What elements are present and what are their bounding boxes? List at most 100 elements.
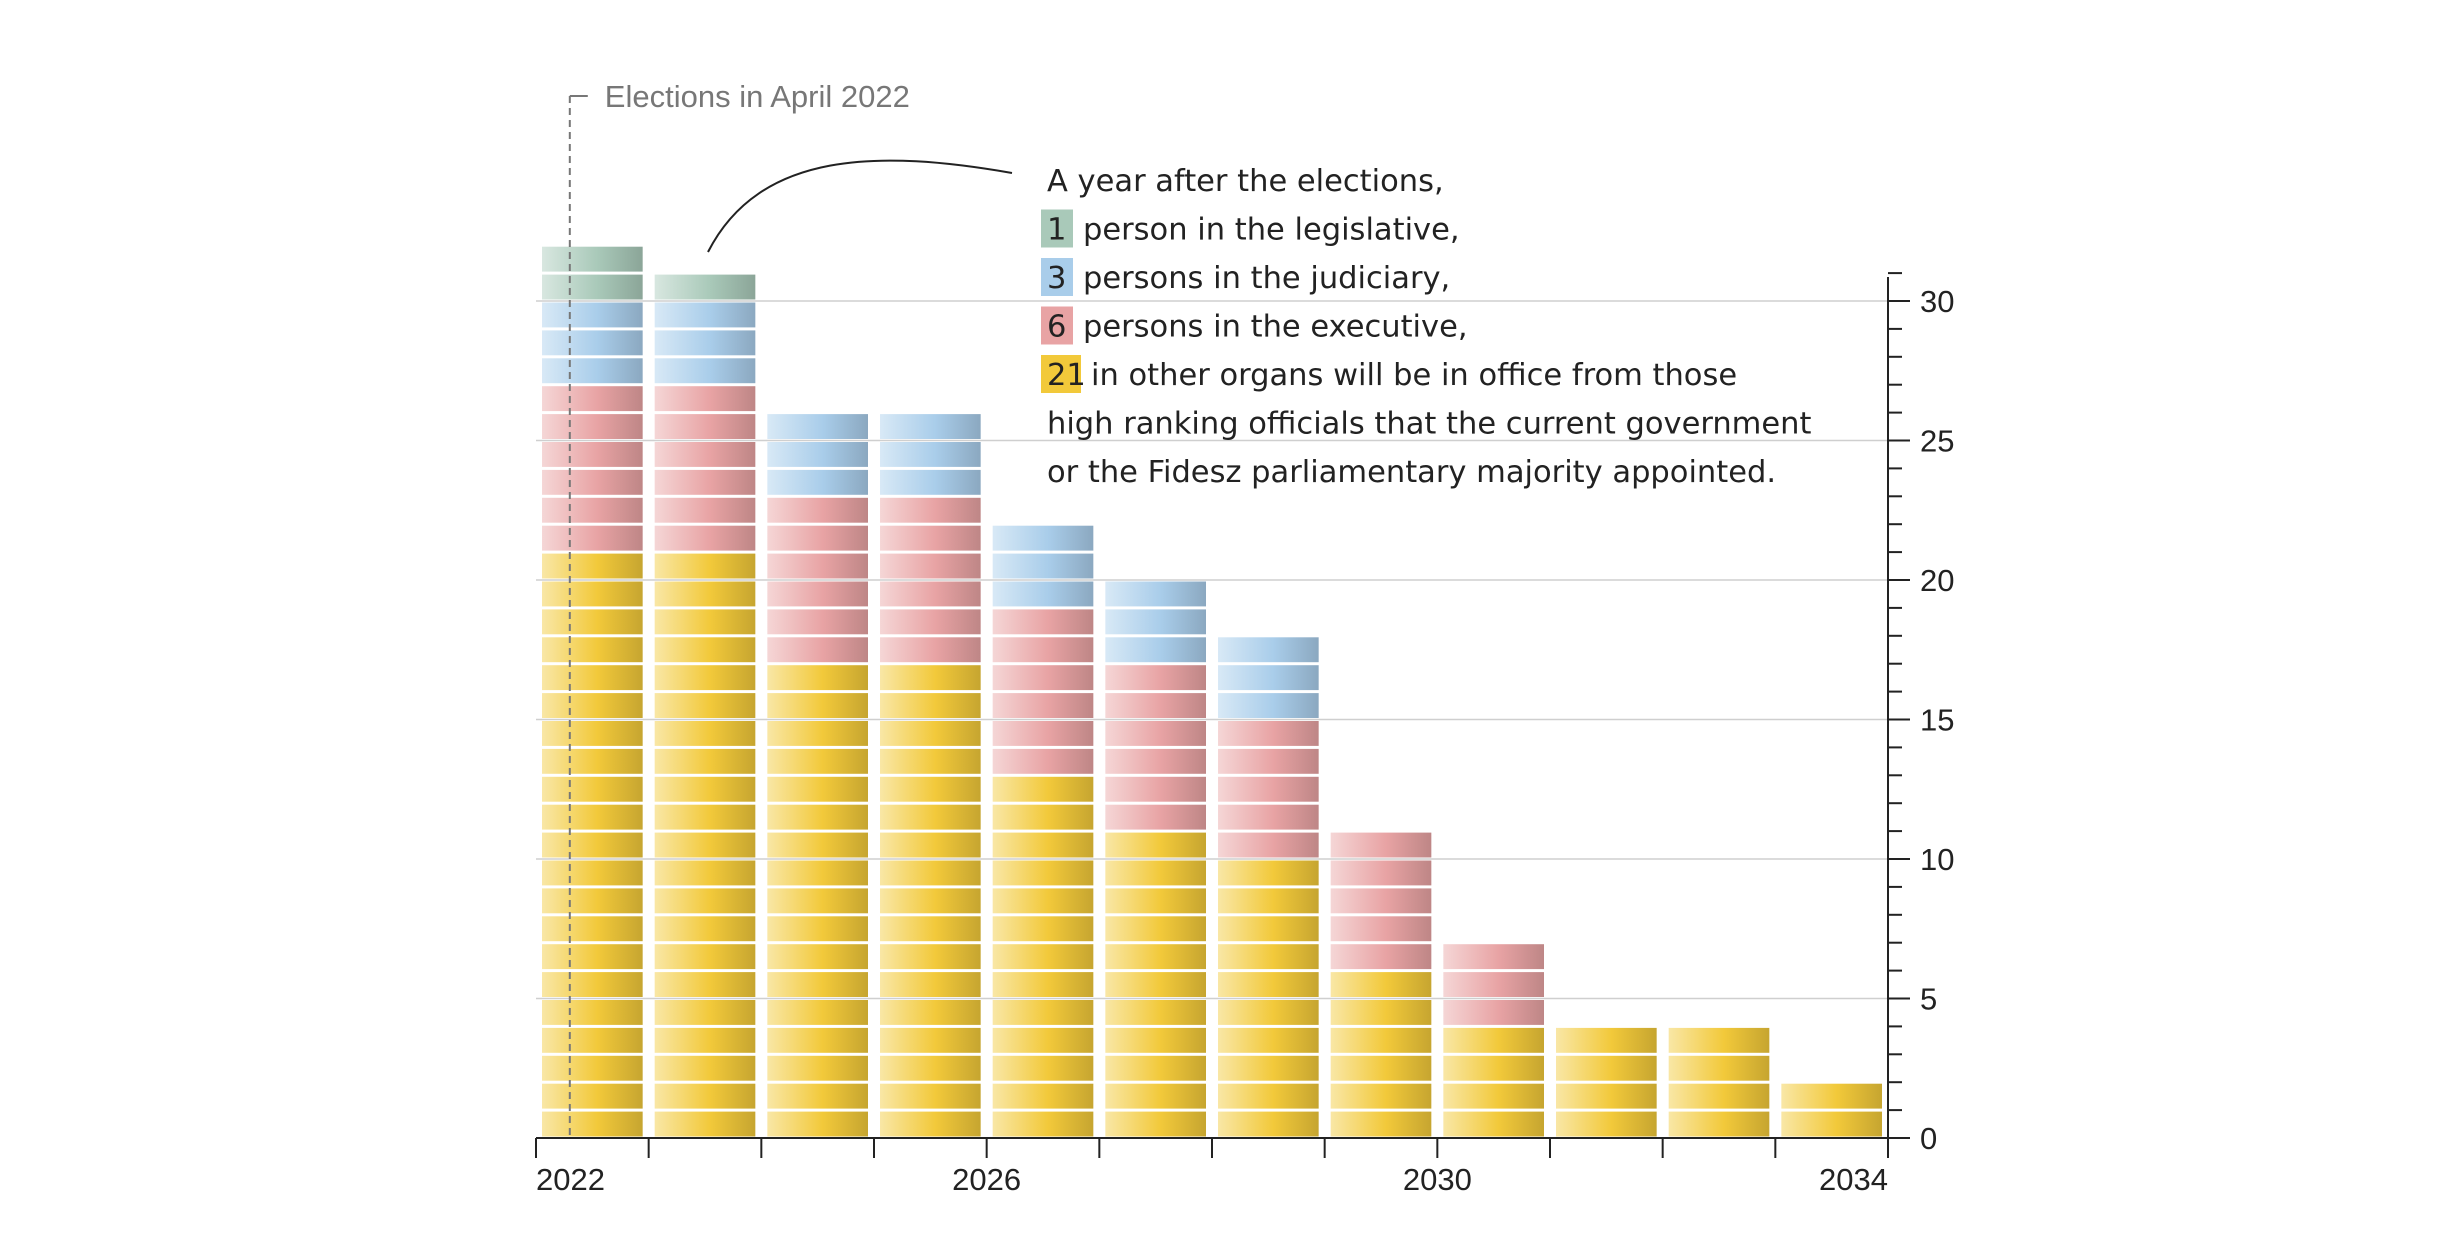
block-other-2022 <box>542 553 643 579</box>
block-judiciary-2026 <box>992 525 1094 551</box>
bar-stack-2032 <box>1668 1027 1770 1137</box>
block-other-2023 <box>654 1000 756 1025</box>
block-other-2024 <box>767 1027 868 1053</box>
block-executive-2027 <box>1105 665 1206 691</box>
block-other-2031 <box>1556 1083 1657 1109</box>
block-other-2026 <box>992 944 1094 970</box>
block-judiciary-2025 <box>880 469 981 495</box>
annotation-line-1: persons in the judiciary, <box>1083 261 1450 296</box>
block-other-2027 <box>1105 860 1206 886</box>
block-other-2026 <box>992 888 1094 914</box>
block-other-2023 <box>654 637 756 663</box>
block-executive-2028 <box>1218 832 1319 858</box>
block-other-2028 <box>1218 944 1319 970</box>
y-tick-label-25: 25 <box>1920 424 1954 459</box>
block-judiciary-2022 <box>542 330 643 356</box>
block-other-2028 <box>1218 1000 1319 1025</box>
block-other-2025 <box>880 972 981 997</box>
block-other-2025 <box>880 1111 981 1137</box>
annotation-badge-3 <box>1041 355 1081 393</box>
block-other-2029 <box>1330 972 1432 997</box>
block-executive-2022 <box>542 442 643 467</box>
block-executive-2023 <box>654 414 756 439</box>
x-tick-label-2026: 2026 <box>952 1162 1021 1197</box>
block-judiciary-2022 <box>542 302 643 328</box>
block-other-2026 <box>992 1083 1094 1109</box>
block-other-2023 <box>654 972 756 997</box>
block-executive-2026 <box>992 665 1094 691</box>
bar-stack-2022 <box>542 246 643 1137</box>
block-executive-2027 <box>1105 776 1206 802</box>
block-other-2030 <box>1443 1055 1544 1081</box>
block-executive-2027 <box>1105 748 1206 774</box>
block-other-2022 <box>542 609 643 635</box>
block-other-2025 <box>880 721 981 746</box>
block-other-2022 <box>542 1027 643 1053</box>
block-other-2029 <box>1330 1111 1432 1137</box>
block-legislative-2023 <box>654 274 756 300</box>
block-judiciary-2025 <box>880 414 981 439</box>
block-judiciary-2028 <box>1218 665 1319 691</box>
block-other-2022 <box>542 972 643 997</box>
block-other-2026 <box>992 1055 1094 1081</box>
block-other-2031 <box>1556 1027 1657 1053</box>
block-executive-2023 <box>654 442 756 467</box>
block-other-2025 <box>880 665 981 691</box>
block-other-2025 <box>880 748 981 774</box>
block-other-2022 <box>542 693 643 718</box>
block-other-2024 <box>767 1111 868 1137</box>
block-other-2032 <box>1668 1055 1770 1081</box>
block-other-2022 <box>542 832 643 858</box>
y-tick-label-15: 15 <box>1920 703 1954 738</box>
block-judiciary-2026 <box>992 553 1094 579</box>
block-other-2024 <box>767 832 868 858</box>
block-executive-2026 <box>992 637 1094 663</box>
bar-stacks <box>542 246 1882 1137</box>
block-other-2029 <box>1330 1000 1432 1025</box>
block-executive-2024 <box>767 525 868 551</box>
bar-stack-2030 <box>1443 944 1544 1137</box>
annotation-badge-value-2: 6 <box>1047 310 1066 345</box>
block-other-2024 <box>767 748 868 774</box>
bar-stack-2023 <box>654 274 756 1137</box>
block-other-2022 <box>542 860 643 886</box>
x-tick-label-2030: 2030 <box>1403 1162 1472 1197</box>
block-executive-2024 <box>767 553 868 579</box>
block-other-2023 <box>654 553 756 579</box>
block-executive-2022 <box>542 414 643 439</box>
block-other-2024 <box>767 1055 868 1081</box>
block-other-2023 <box>654 1055 756 1081</box>
bar-stack-2024 <box>767 414 868 1137</box>
block-other-2025 <box>880 888 981 914</box>
block-other-2023 <box>654 1111 756 1137</box>
block-judiciary-2023 <box>654 302 756 328</box>
block-other-2022 <box>542 748 643 774</box>
block-other-2025 <box>880 776 981 802</box>
block-other-2027 <box>1105 1111 1206 1137</box>
block-other-2025 <box>880 804 981 830</box>
block-other-2025 <box>880 1083 981 1109</box>
block-other-2023 <box>654 721 756 746</box>
block-other-2026 <box>992 860 1094 886</box>
annotation-badge-1 <box>1041 258 1073 296</box>
block-other-2032 <box>1668 1027 1770 1053</box>
annotation-trailing-0: high ranking officials that the current … <box>1047 407 1811 442</box>
block-other-2025 <box>880 916 981 942</box>
bar-stack-2028 <box>1218 637 1319 1137</box>
block-other-2026 <box>992 1000 1094 1025</box>
block-other-2022 <box>542 665 643 691</box>
block-other-2023 <box>654 916 756 942</box>
block-judiciary-2025 <box>880 442 981 467</box>
block-other-2030 <box>1443 1027 1544 1053</box>
bar-stack-2031 <box>1556 1027 1657 1137</box>
block-other-2025 <box>880 1000 981 1025</box>
axes: 2022 2026 2030 2034 0 5 10 15 20 25 30 <box>535 272 1954 1197</box>
block-other-2026 <box>992 1027 1094 1053</box>
block-other-2027 <box>1105 832 1206 858</box>
block-other-2032 <box>1668 1083 1770 1109</box>
bar-stack-2025 <box>880 414 981 1137</box>
block-other-2026 <box>992 804 1094 830</box>
y-tick-label-10: 10 <box>1920 842 1954 877</box>
block-judiciary-2024 <box>767 414 868 439</box>
